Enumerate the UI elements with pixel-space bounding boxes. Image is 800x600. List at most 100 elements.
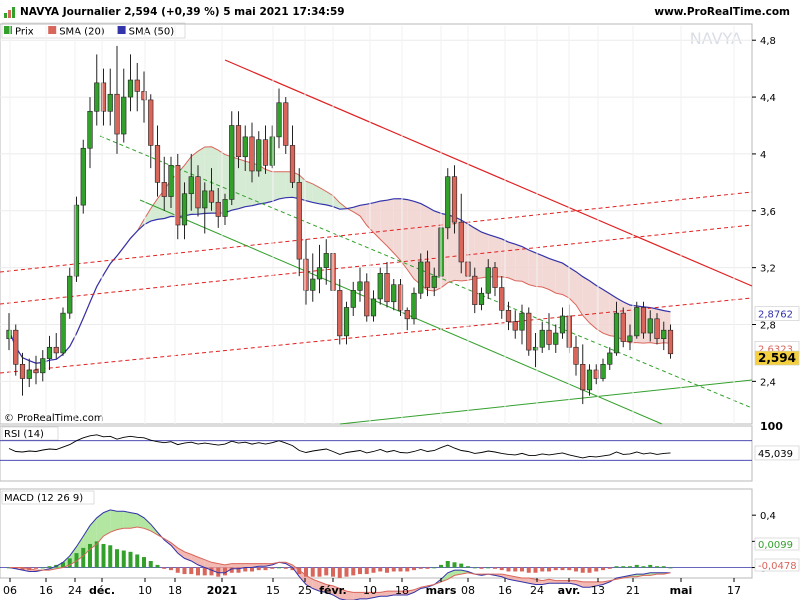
macd-histogram-bar <box>229 567 234 573</box>
macd-histogram-bar <box>668 567 673 569</box>
sma-band-segment <box>589 280 597 329</box>
macd-histogram-bar <box>337 567 342 578</box>
sma-band-segment <box>542 255 549 290</box>
macd-histogram-bar <box>202 567 207 576</box>
candle-body <box>208 190 215 203</box>
x-tick-label: déc. <box>89 584 115 597</box>
x-tick-label: févr. <box>319 584 346 597</box>
candle-body <box>6 329 12 340</box>
candle-body <box>519 312 525 331</box>
macd-histogram-bar <box>81 547 86 568</box>
macd-histogram-bar <box>472 567 477 569</box>
candle-body <box>478 292 485 305</box>
candle-body <box>539 329 545 348</box>
macd-histogram-bar <box>135 554 140 568</box>
macd-histogram-bar <box>526 567 531 573</box>
macd-histogram-bar <box>655 566 659 568</box>
macd-band-segment <box>346 591 354 600</box>
x-tick-label: 08 <box>461 584 475 597</box>
sma-band-segment <box>272 171 279 202</box>
macd-value-label: 0,0099 <box>758 540 793 551</box>
sma-band-segment <box>144 208 151 225</box>
candle-body <box>546 329 552 345</box>
sma50-value-label-box <box>754 306 800 321</box>
candle-body <box>384 273 390 303</box>
macd-histogram-bar <box>13 567 18 569</box>
sma-band-segment <box>522 246 529 285</box>
candle-body <box>404 309 410 320</box>
macd-histogram-bar <box>574 567 578 572</box>
macd-histogram-bar <box>162 567 167 569</box>
macd-band-segment <box>96 512 104 544</box>
x-tick-label: 17 <box>727 584 741 597</box>
macd-histogram-bar <box>445 560 450 568</box>
macd-histogram-bar <box>418 567 423 569</box>
sma-band-segment <box>150 198 158 222</box>
x-tick-label: mai <box>670 584 693 597</box>
macd-title-box <box>1 490 95 505</box>
macd-histogram-bar <box>459 563 464 568</box>
candle-body <box>512 321 518 331</box>
macd-tick-label: 0,4 <box>760 511 776 522</box>
sma-band-segment <box>265 169 273 203</box>
candle-body <box>127 79 134 98</box>
macd-histogram-bar <box>520 567 524 572</box>
site-link[interactable]: www.ProRealTime.com <box>654 6 790 18</box>
legend-item: SMA (50) <box>117 26 175 38</box>
candle-body <box>26 369 32 379</box>
candle-body <box>337 290 343 337</box>
macd-band-segment <box>555 580 563 584</box>
candle-body <box>323 253 329 268</box>
sma-band-segment <box>569 267 576 305</box>
rsi-title: RSI (14) <box>4 429 44 440</box>
macd-histogram-bar <box>628 566 632 568</box>
macd-histogram-bar <box>425 567 430 569</box>
sma-band-segment <box>373 201 381 240</box>
candle-body <box>647 318 653 334</box>
candle-body <box>627 335 633 342</box>
candle-body <box>114 93 120 135</box>
candle-body <box>316 267 323 280</box>
candle-body <box>559 315 566 334</box>
legend-label: SMA (50) <box>129 27 175 38</box>
price-tick-label: 2,8 <box>760 321 776 332</box>
sma-band-segment <box>380 200 387 246</box>
signal-value-label: -0,0478 <box>758 561 797 572</box>
sma-band-segment <box>528 250 536 287</box>
macd-histogram-bar <box>108 545 113 568</box>
candle-body <box>492 267 498 288</box>
sma-band-segment <box>319 187 327 205</box>
macd-histogram-bar <box>601 567 605 571</box>
macd-histogram-bar <box>67 558 72 568</box>
macd-histogram-bar <box>324 567 329 576</box>
candle-body <box>485 267 491 294</box>
macd-band-segment <box>576 580 583 588</box>
macd-band-segment <box>582 581 590 588</box>
price-tick-label: 3,2 <box>760 264 776 275</box>
candle-body <box>397 284 404 311</box>
x-tick-label: 10 <box>138 584 152 597</box>
macd-histogram-bar <box>385 567 389 573</box>
candle-body <box>526 312 532 351</box>
macd-histogram-bar <box>169 567 173 571</box>
sma-band-segment <box>562 263 570 299</box>
candle-body <box>46 346 53 359</box>
candle-body <box>303 258 309 291</box>
sma-band-segment <box>353 205 360 216</box>
candle-body <box>256 139 262 172</box>
prorealtime-logo-icon <box>4 7 15 18</box>
macd-histogram-bar <box>74 553 79 568</box>
sma-band-segment <box>306 181 313 203</box>
macd-histogram-bar <box>648 564 653 568</box>
macd-histogram-bar <box>391 567 396 572</box>
macd-band-segment <box>319 581 327 593</box>
macd-histogram-bar <box>466 566 470 568</box>
candle-body <box>276 102 282 138</box>
candle-body <box>87 110 93 149</box>
candle-body <box>532 346 539 351</box>
macd-band-segment <box>191 554 198 565</box>
candle-body <box>357 281 363 291</box>
legend-swatch <box>117 26 126 34</box>
x-tick-label: 10 <box>363 584 377 597</box>
